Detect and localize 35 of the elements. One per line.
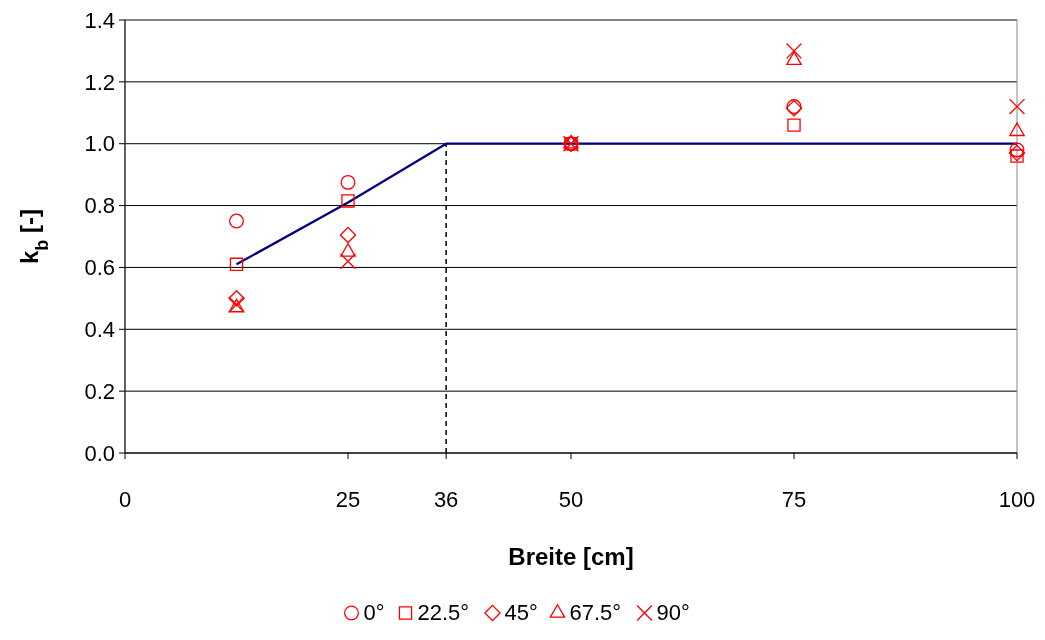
point xyxy=(1008,144,1026,162)
point xyxy=(340,174,356,190)
y-tick-label: 0.2 xyxy=(84,378,115,404)
x-tick-label: 75 xyxy=(781,487,807,512)
legend-label: 45° xyxy=(504,600,538,625)
legend-label: 67.5° xyxy=(569,600,622,625)
y-tick-label: 1.4 xyxy=(84,7,115,33)
point xyxy=(1009,142,1025,158)
y-tick-label: 0.8 xyxy=(84,193,115,219)
y-tick-label: 1.0 xyxy=(84,131,115,157)
y-tick-label: 0.6 xyxy=(84,255,115,281)
y-tick-label: 1.2 xyxy=(84,69,115,95)
point xyxy=(1009,122,1025,137)
point xyxy=(785,42,803,60)
point xyxy=(787,118,801,132)
x-tick-label: 50 xyxy=(558,487,584,512)
x-axis-title: Breite [cm] xyxy=(508,543,634,570)
legend-label: 90° xyxy=(656,600,690,625)
x-tick-label: 100 xyxy=(998,487,1036,512)
x-tick-label: 25 xyxy=(335,487,361,512)
point xyxy=(340,243,356,257)
point xyxy=(229,213,244,229)
point xyxy=(1010,149,1024,163)
y-tick-label: 0.0 xyxy=(84,440,115,466)
y-tick-label: 0.4 xyxy=(84,316,115,342)
point xyxy=(1008,98,1026,115)
point xyxy=(339,253,357,270)
point xyxy=(341,194,355,208)
x-tick-label: 0 xyxy=(118,487,132,512)
point xyxy=(228,290,245,307)
point xyxy=(339,226,357,244)
point xyxy=(229,257,244,272)
legend-label: 22.5° xyxy=(417,600,470,625)
legend-label: 0° xyxy=(363,600,385,625)
x-tick-label: 36 xyxy=(433,487,459,512)
